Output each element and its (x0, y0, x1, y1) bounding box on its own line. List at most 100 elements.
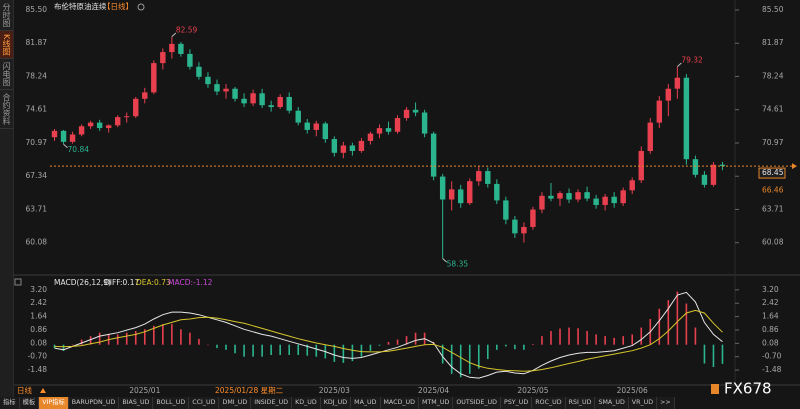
y-tick-label-right: 81.87 (762, 38, 784, 47)
y-tick-label-right: 74.61 (762, 105, 784, 114)
panel-icon (14, 278, 22, 286)
toolbar-tab[interactable]: OUTSIDE_UD (453, 397, 502, 409)
candle-body (412, 109, 419, 113)
toolbar-tab[interactable]: MACD_UD (381, 397, 419, 409)
macd-bar (225, 344, 227, 350)
macd-bar (550, 330, 552, 345)
candle-body (701, 174, 708, 185)
toolbar-tab[interactable]: KDJ_UD (321, 397, 352, 409)
sidebar: 分时图 K线图 闪电图 合约资料 (0, 0, 14, 409)
toolbar-tab[interactable]: MTM_UD (419, 397, 454, 409)
candle-body (719, 164, 726, 167)
x-tick-label: 2025/04 (418, 386, 449, 395)
toolbar-tab[interactable]: >> (657, 397, 675, 409)
toolbar-tab[interactable]: BOLL_UD (153, 397, 190, 409)
macd-bar (586, 330, 588, 345)
y-tick-label: -1.48 (28, 365, 48, 374)
toolbar-tab[interactable]: PSY_UD (501, 397, 533, 409)
sidebar-tab[interactable]: 分时图 (0, 0, 13, 31)
y-tick-label-right: -0.70 (762, 352, 782, 361)
toolbar-tab[interactable]: 指标 (0, 397, 20, 409)
toolbar-tab[interactable]: VIP指标 (39, 397, 69, 409)
toolbar-tab[interactable]: BIAS_UD (119, 397, 154, 409)
y-tick-label: 1.64 (30, 312, 47, 321)
candle-body (566, 193, 572, 200)
candle-body (584, 192, 590, 199)
y-tick-label-right: 63.71 (762, 204, 784, 213)
macd-bar (342, 344, 345, 363)
candle-body (124, 116, 130, 118)
candle-body (521, 226, 527, 234)
period-arrow[interactable] (40, 388, 46, 393)
candle-body (575, 192, 581, 200)
candle-body (114, 117, 121, 126)
candle-body (557, 193, 563, 199)
candle-body (340, 145, 347, 153)
macd-bar (171, 324, 173, 345)
macd-bar (71, 344, 74, 346)
macd-bar (80, 339, 83, 345)
macd-bar (387, 341, 390, 345)
macd-bar (703, 344, 706, 364)
candle-body (683, 77, 690, 160)
toolbar-tab[interactable]: KD_UD (292, 397, 321, 409)
settings-icon[interactable] (137, 3, 145, 11)
reference-price-label: 66.46 (762, 185, 784, 194)
macd-bar (216, 344, 218, 349)
y-tick-label-right: -1.48 (762, 365, 782, 374)
macd-bar (270, 344, 272, 355)
candle-body (214, 84, 220, 92)
candle-body (394, 118, 401, 132)
toolbar-tab[interactable]: BARUPDN_UD (69, 397, 120, 409)
candle-body (710, 164, 717, 185)
sidebar-tab[interactable]: 合约资料 (0, 90, 13, 130)
toolbar-tab[interactable]: INSIDE_UD (251, 397, 293, 409)
candle-body (51, 130, 58, 138)
macd-bar (559, 328, 561, 345)
toolbar-tab[interactable]: ROC_UD (532, 397, 566, 409)
watermark-icon (711, 384, 719, 394)
macd-bar (180, 329, 182, 345)
toolbar-tab[interactable]: DMI_UD (219, 397, 252, 409)
macd-bar (62, 344, 65, 351)
y-tick-label-right: 78.24 (762, 71, 784, 80)
toolbar-tab[interactable]: CCI_UD (189, 397, 220, 409)
candle-body (367, 133, 374, 141)
macd-bar (234, 344, 236, 354)
candle-body (358, 140, 365, 151)
macd-bar (306, 344, 309, 356)
macd-bar (459, 344, 462, 378)
macd-bar (477, 344, 480, 369)
toolbar-tab[interactable]: RSI_UD (566, 397, 596, 409)
candle-body (439, 176, 446, 200)
macd-bar (468, 344, 471, 374)
candle-body (349, 145, 356, 151)
candle-body (196, 66, 202, 77)
x-tick-label: 2025/06 (617, 386, 648, 395)
macd-label: MACD:-1.12 (168, 278, 213, 287)
toolbar-tab[interactable]: MA_UD (351, 397, 381, 409)
macd-bar (712, 344, 715, 367)
candle-body (485, 171, 491, 184)
last-price-label: 68.45 (762, 168, 784, 177)
macd-bar (252, 344, 254, 357)
toolbar-tab[interactable]: SMA_UD (595, 397, 629, 409)
y-tick-label: 78.24 (26, 71, 48, 80)
macd-bar (541, 336, 543, 345)
candle-body (133, 98, 139, 117)
sidebar-tab[interactable]: 闪电图 (0, 59, 13, 91)
candle-body (69, 134, 76, 142)
y-tick-label-right: 70.97 (762, 138, 784, 147)
macd-bar (595, 334, 597, 345)
candle-body (331, 139, 338, 153)
macd-bar (414, 332, 417, 345)
y-tick-label: 0.08 (30, 338, 47, 347)
annotation-leader (442, 258, 447, 263)
sidebar-tab[interactable]: K线图 (0, 31, 13, 60)
toolbar-tab[interactable]: VR_UD (629, 397, 658, 409)
macd-title: MACD(26,12,9) (54, 278, 111, 287)
toolbar-tab[interactable]: 模板 (20, 397, 40, 409)
candle-body (647, 122, 653, 151)
toolbar: 指标 模板 VIP指标 BARUPDN_UD BIAS_UD BOLL_UD CCI_UD D… (0, 397, 675, 409)
candle-body (503, 200, 509, 220)
